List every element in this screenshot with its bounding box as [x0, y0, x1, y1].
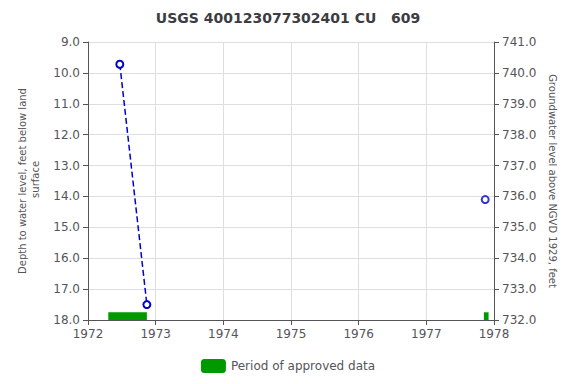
svg-text:Groundwater level above NGVD 1: Groundwater level above NGVD 1929, feet [547, 74, 558, 288]
svg-text:11.0: 11.0 [53, 97, 80, 111]
svg-text:1974: 1974 [208, 327, 239, 341]
svg-text:1978: 1978 [479, 327, 510, 341]
svg-text:18.0: 18.0 [53, 313, 80, 327]
svg-text:surface: surface [30, 161, 41, 201]
svg-text:Period of approved data: Period of approved data [231, 359, 375, 373]
svg-text:741.0: 741.0 [502, 35, 536, 49]
svg-text:740.0: 740.0 [502, 66, 536, 80]
svg-text:Depth to water level, feet bel: Depth to water level, feet below land [17, 88, 28, 274]
svg-text:732.0: 732.0 [502, 313, 536, 327]
svg-text:1977: 1977 [411, 327, 442, 341]
svg-text:735.0: 735.0 [502, 220, 536, 234]
svg-text:17.0: 17.0 [53, 282, 80, 296]
svg-text:738.0: 738.0 [502, 128, 536, 142]
svg-text:13.0: 13.0 [53, 159, 80, 173]
svg-text:9.0: 9.0 [61, 35, 80, 49]
svg-text:14.0: 14.0 [53, 189, 80, 203]
svg-text:1976: 1976 [343, 327, 374, 341]
svg-text:1972: 1972 [73, 327, 104, 341]
svg-text:737.0: 737.0 [502, 159, 536, 173]
svg-text:12.0: 12.0 [53, 128, 80, 142]
svg-text:10.0: 10.0 [53, 66, 80, 80]
svg-text:USGS 400123077302401 CU 609: USGS 400123077302401 CU 609 [156, 10, 420, 26]
svg-text:734.0: 734.0 [502, 251, 536, 265]
svg-text:1975: 1975 [276, 327, 307, 341]
svg-text:16.0: 16.0 [53, 251, 80, 265]
svg-text:733.0: 733.0 [502, 282, 536, 296]
svg-text:15.0: 15.0 [53, 220, 80, 234]
svg-text:739.0: 739.0 [502, 97, 536, 111]
svg-text:736.0: 736.0 [502, 189, 536, 203]
svg-text:1973: 1973 [140, 327, 171, 341]
